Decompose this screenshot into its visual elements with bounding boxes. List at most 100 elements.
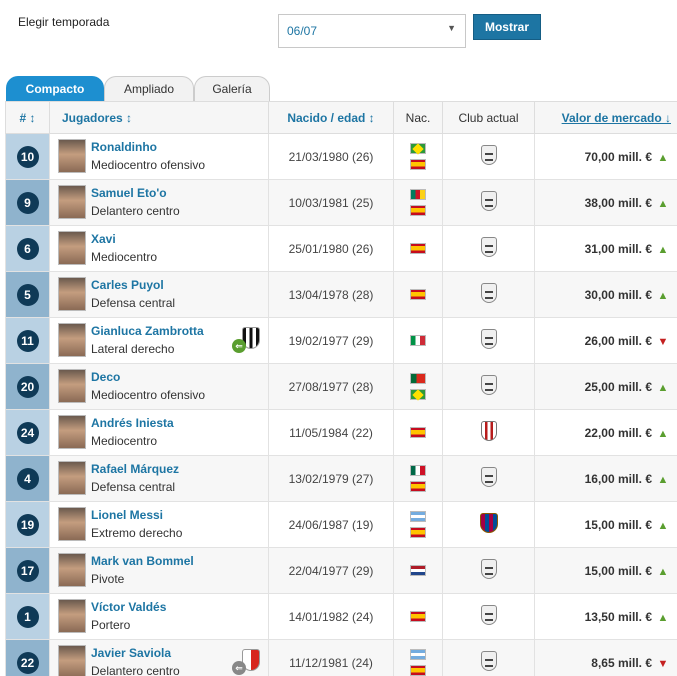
spain-flag-icon[interactable] — [410, 611, 426, 622]
player-photo[interactable] — [58, 415, 86, 449]
player-name-link[interactable]: Carles Puyol — [91, 278, 164, 292]
table-row: 6 Xavi Mediocentro 25/01/1980 (26) 31,00 mil… — [5, 225, 677, 272]
player-current-club — [442, 363, 535, 410]
market-value-text[interactable]: 38,00 mill. € — [584, 195, 652, 210]
player-name-link[interactable]: Gianluca Zambrotta — [91, 324, 204, 338]
spain-flag-icon[interactable] — [410, 427, 426, 438]
spain-flag-icon[interactable] — [410, 665, 426, 676]
market-value-text[interactable]: 70,00 mill. € — [584, 149, 652, 164]
player-photo[interactable] — [58, 231, 86, 265]
player-photo[interactable] — [58, 645, 86, 676]
unknown-club-crest-icon[interactable] — [480, 329, 497, 349]
player-name-link[interactable]: Javier Saviola — [91, 646, 172, 660]
unknown-club-crest-icon[interactable] — [480, 559, 497, 579]
player-market-value: 38,00 mill. € ▲ — [534, 179, 677, 226]
argentina-flag-icon[interactable] — [410, 649, 426, 660]
table-row: 1 Víctor Valdés Portero 14/01/1982 (24) 13,5… — [5, 593, 677, 640]
player-name-link[interactable]: Ronaldinho — [91, 140, 157, 154]
show-button[interactable]: Mostrar — [473, 14, 541, 40]
market-value-text[interactable]: 8,65 mill. € — [591, 655, 652, 670]
player-photo[interactable] — [58, 139, 86, 173]
spain-flag-icon[interactable] — [410, 243, 426, 254]
cameroon-flag-icon[interactable] — [410, 189, 426, 200]
player-photo[interactable] — [58, 461, 86, 495]
market-value-text[interactable]: 26,00 mill. € — [584, 333, 652, 348]
netherlands-flag-icon[interactable] — [410, 565, 426, 576]
player-position: Mediocentro ofensivo — [91, 158, 206, 172]
column-players[interactable]: Jugadores ↕ — [49, 101, 269, 134]
brazil-flag-icon[interactable] — [410, 143, 426, 155]
column-market-value[interactable]: Valor de mercado ↓ — [534, 101, 677, 134]
market-value-text[interactable]: 16,00 mill. € — [584, 471, 652, 486]
player-name-link[interactable]: Xavi — [91, 232, 116, 246]
spain-flag-icon[interactable] — [410, 481, 426, 492]
player-photo[interactable] — [58, 507, 86, 541]
player-birthdate: 14/01/1982 (24) — [268, 593, 394, 640]
spain-flag-icon[interactable] — [410, 527, 426, 538]
trend-up-icon: ▲ — [657, 473, 669, 486]
column-born[interactable]: Nacido / edad ↕ — [268, 101, 394, 134]
fc-barcelona-crest-icon[interactable] — [479, 513, 498, 533]
player-current-club — [442, 409, 535, 456]
market-value-text[interactable]: 30,00 mill. € — [584, 287, 652, 302]
unknown-club-crest-icon[interactable] — [480, 467, 497, 487]
player-photo[interactable] — [58, 323, 86, 357]
trend-up-icon: ▲ — [657, 519, 669, 532]
unknown-club-crest-icon[interactable] — [480, 651, 497, 671]
argentina-flag-icon[interactable] — [410, 511, 426, 522]
table-row: 10 Ronaldinho Mediocentro ofensivo 21/03/19… — [5, 133, 677, 180]
transfer-indicator[interactable]: ⇐ — [232, 327, 260, 353]
tab-compacto[interactable]: Compacto — [6, 76, 104, 101]
transfer-indicator[interactable]: ⇐ — [232, 649, 260, 675]
tab-ampliado[interactable]: Ampliado — [104, 76, 194, 101]
market-value-text[interactable]: 15,00 mill. € — [584, 517, 652, 532]
player-name-link[interactable]: Rafael Márquez — [91, 462, 180, 476]
trend-up-icon: ▲ — [657, 289, 669, 302]
trend-down-icon: ▼ — [657, 657, 669, 670]
season-select[interactable]: 06/07 ▼ — [278, 14, 466, 48]
player-market-value: 15,00 mill. € ▲ — [534, 547, 677, 594]
spain-flag-icon[interactable] — [410, 205, 426, 216]
market-value-text[interactable]: 31,00 mill. € — [584, 241, 652, 256]
column-number[interactable]: # ↕ — [5, 101, 50, 134]
player-name-link[interactable]: Mark van Bommel — [91, 554, 194, 568]
player-cell: Carles Puyol Defensa central — [49, 271, 269, 318]
player-cell: Víctor Valdés Portero — [49, 593, 269, 640]
spain-flag-icon[interactable] — [410, 159, 426, 170]
market-value-text[interactable]: 25,00 mill. € — [584, 379, 652, 394]
player-number-cell: 1 — [5, 593, 50, 640]
unknown-club-crest-icon[interactable] — [480, 145, 497, 165]
market-value-text[interactable]: 15,00 mill. € — [584, 563, 652, 578]
player-photo[interactable] — [58, 599, 86, 633]
trend-up-icon: ▲ — [657, 565, 669, 578]
unknown-club-crest-icon[interactable] — [480, 237, 497, 257]
tab-galeria[interactable]: Galería — [194, 76, 270, 101]
unknown-club-crest-icon[interactable] — [480, 605, 497, 625]
trend-up-icon: ▲ — [657, 243, 669, 256]
player-name-link[interactable]: Lionel Messi — [91, 508, 164, 522]
market-value-text[interactable]: 22,00 mill. € — [584, 425, 652, 440]
mexico-flag-icon[interactable] — [410, 465, 426, 476]
player-name-link[interactable]: Víctor Valdés — [91, 600, 167, 614]
player-number: 24 — [16, 421, 39, 444]
unknown-club-crest-icon[interactable] — [480, 375, 497, 395]
player-photo[interactable] — [58, 185, 86, 219]
player-position: Pivote — [91, 572, 125, 586]
player-photo[interactable] — [58, 553, 86, 587]
player-name-link[interactable]: Andrés Iniesta — [91, 416, 174, 430]
albacete-crest-icon[interactable] — [480, 421, 497, 441]
player-number-cell: 4 — [5, 455, 50, 502]
unknown-club-crest-icon[interactable] — [480, 283, 497, 303]
unknown-club-crest-icon[interactable] — [480, 191, 497, 211]
brazil-flag-icon[interactable] — [410, 389, 426, 401]
italy-flag-icon[interactable] — [410, 335, 426, 346]
player-current-club — [442, 501, 535, 548]
spain-flag-icon[interactable] — [410, 289, 426, 300]
market-value-text[interactable]: 13,50 mill. € — [584, 609, 652, 624]
portugal-flag-icon[interactable] — [410, 373, 426, 384]
player-photo[interactable] — [58, 277, 86, 311]
player-photo[interactable] — [58, 369, 86, 403]
player-birthdate: 13/02/1979 (27) — [268, 455, 394, 502]
player-name-link[interactable]: Deco — [91, 370, 121, 384]
player-name-link[interactable]: Samuel Eto'o — [91, 186, 167, 200]
